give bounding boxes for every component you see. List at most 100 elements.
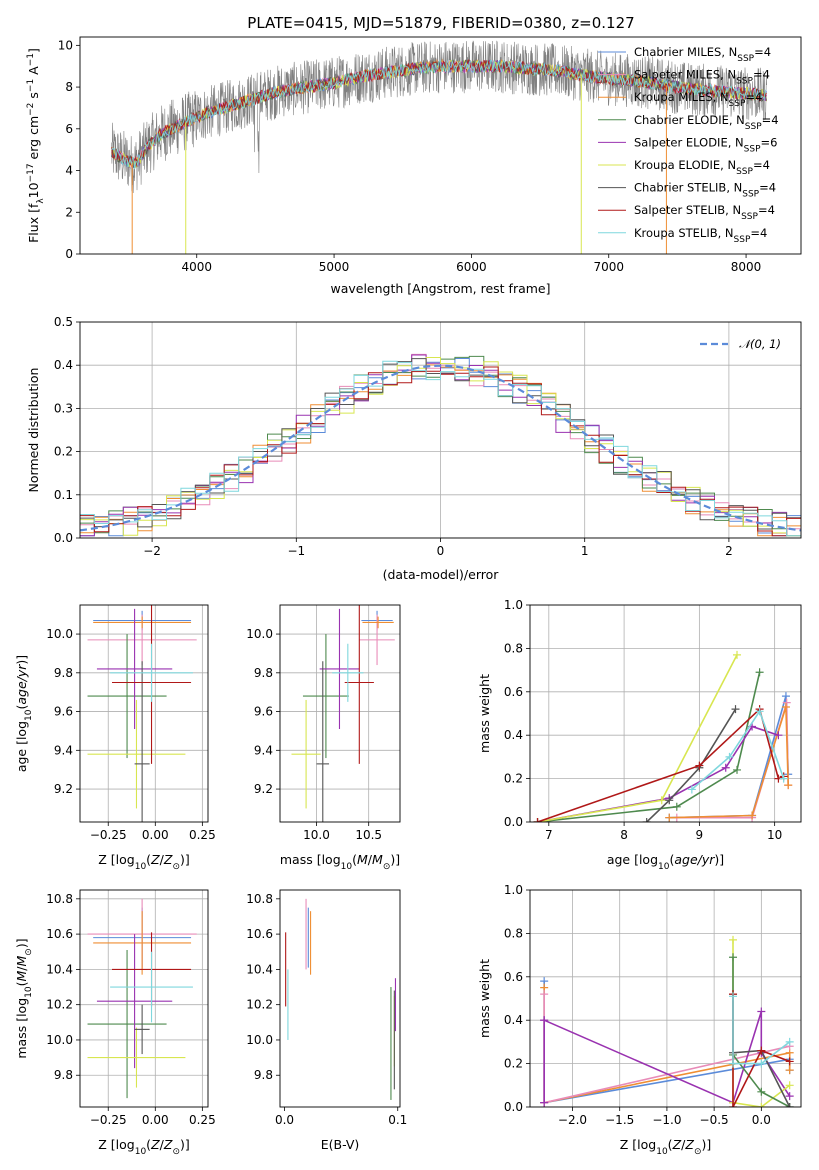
y-tick-label: 0.0 [504, 815, 523, 829]
y-tick-label: 10.2 [46, 998, 73, 1012]
weight-marker [785, 1066, 794, 1075]
y-tick-label: 10.0 [46, 627, 73, 641]
y-tick-label: 9.2 [54, 782, 73, 796]
y-tick-label: 1.0 [504, 598, 523, 612]
weight-marker [731, 705, 740, 714]
y-tick-label: 10 [58, 38, 73, 52]
legend-label: Chabrier MILES, NSSP=4 [634, 45, 771, 64]
x-tick-label: −1.5 [605, 1113, 634, 1127]
x-tick-label: 10.0 [303, 828, 330, 842]
weight-marker [784, 781, 793, 790]
x-tick-label: 9 [696, 828, 704, 842]
x-tick-label: 0.1 [388, 1113, 407, 1127]
weight-marker [665, 813, 674, 822]
axes-frame [529, 889, 802, 1108]
x-tick-label: −0.25 [90, 828, 127, 842]
y-tick-label: 0.2 [504, 772, 523, 786]
chart-title: PLATE=0415, MJD=51879, FIBERID=0380, z=0… [247, 14, 634, 32]
x-axis-label: Z [log10(Z/Z⊙)] [98, 1137, 190, 1157]
weight-marker [533, 818, 542, 822]
mass_vs_ebv-plot-area [285, 898, 397, 1100]
weight-marker [782, 698, 791, 707]
legend-label: Chabrier ELODIE, NSSP=4 [634, 113, 779, 132]
weight-marker [725, 752, 734, 761]
y-tick-label: 10.0 [246, 1033, 273, 1047]
legend-label: Salpeter ELODIE, NSSP=6 [634, 135, 777, 154]
weight-marker [755, 668, 764, 677]
y-tick-label: 10.4 [246, 962, 273, 976]
y-tick-label: 0.8 [504, 926, 523, 940]
axes-frame [279, 604, 401, 823]
y-axis-label: mass weight [477, 959, 492, 1038]
y-axis-label: mass [log10(M/M⊙)] [14, 938, 34, 1058]
legend-label: Kroupa MILES, NSSP=4 [634, 90, 762, 109]
x-axis-label: Z [log10(Z/Z⊙)] [620, 1137, 712, 1157]
y-tick-label: 9.2 [254, 782, 273, 796]
weight-marker [785, 1092, 794, 1101]
x-tick-label: −2 [143, 544, 161, 558]
residuals-panel [76, 321, 802, 542]
legend-label: 𝒩(0, 1) [739, 337, 781, 351]
weight-marker [729, 1059, 738, 1068]
legend-label: Salpeter STELIB, NSSP=4 [634, 203, 775, 222]
residual-histogram [80, 357, 801, 537]
weight-marker [695, 761, 704, 770]
weight-marker [665, 796, 674, 805]
y-tick-label: 10.2 [246, 998, 273, 1012]
weight-marker [642, 818, 651, 822]
weight-marker [672, 802, 681, 811]
weight-line [537, 725, 779, 822]
legend-label: Kroupa ELODIE, NSSP=4 [634, 158, 770, 177]
weight-marker [729, 992, 738, 1001]
y-axis-label: age [log10(age/yr)] [14, 655, 34, 772]
x-tick-label: 0 [437, 544, 445, 558]
y-tick-label: 10.0 [46, 1033, 73, 1047]
x-tick-label: 1 [581, 544, 589, 558]
weight-marker [785, 1081, 794, 1090]
weight-marker [729, 935, 738, 944]
y-tick-label: 8 [65, 80, 73, 94]
x-tick-label: 0.0 [752, 1113, 771, 1127]
y-tick-label: 0.1 [54, 488, 73, 502]
weight-marker [755, 707, 764, 716]
y-tick-label: 0.0 [504, 1100, 523, 1114]
y-axis-label: Normed distribution [26, 368, 41, 493]
weight-marker [540, 1016, 549, 1025]
weight_vs_Z-plot-area [530, 890, 801, 1107]
weight-marker [781, 702, 790, 711]
y-axis-label: mass weight [477, 674, 492, 753]
x-tick-label: 0.00 [142, 828, 169, 842]
y-tick-label: 0.6 [504, 970, 523, 984]
y-tick-label: 9.8 [54, 1068, 73, 1082]
x-tick-label: −0.25 [90, 1113, 127, 1127]
normal-curve [80, 364, 801, 532]
weight_vs_age-plot-area [530, 605, 801, 822]
x-tick-label: 2 [725, 544, 733, 558]
y-tick-label: 9.6 [254, 705, 273, 719]
weight-marker [757, 1046, 766, 1055]
axes-frame [529, 604, 802, 823]
weight-marker [757, 1103, 766, 1107]
x-tick-label: 10 [767, 828, 782, 842]
y-tick-label: 9.8 [254, 1068, 273, 1082]
x-axis-label: mass [log10(M/M⊙)] [280, 852, 400, 872]
weight-marker [729, 953, 738, 962]
y-tick-label: 9.4 [254, 743, 273, 757]
y-tick-label: 10.4 [46, 962, 73, 976]
y-tick-label: 0.6 [504, 685, 523, 699]
weight-marker [657, 796, 666, 805]
y-axis-label: Flux [fλ10−17 erg cm−2 s−1 A−1] [26, 48, 46, 243]
y-tick-label: 10.6 [46, 927, 73, 941]
weight-marker [540, 1098, 549, 1107]
weight-marker [748, 811, 757, 820]
x-axis-label: age [log10(age/yr)] [607, 852, 724, 872]
weight-marker [729, 1103, 738, 1107]
x-axis-label: wavelength [Angstrom, rest frame] [330, 281, 550, 296]
model-spectrum [111, 59, 767, 168]
x-tick-label: 7000 [593, 260, 624, 274]
x-axis-label: E(B-V) [321, 1137, 360, 1152]
weight-marker [785, 1103, 794, 1107]
legend-label: Kroupa STELIB, NSSP=4 [634, 226, 767, 245]
x-tick-label: 0.25 [189, 1113, 216, 1127]
x-tick-label: −1 [287, 544, 305, 558]
